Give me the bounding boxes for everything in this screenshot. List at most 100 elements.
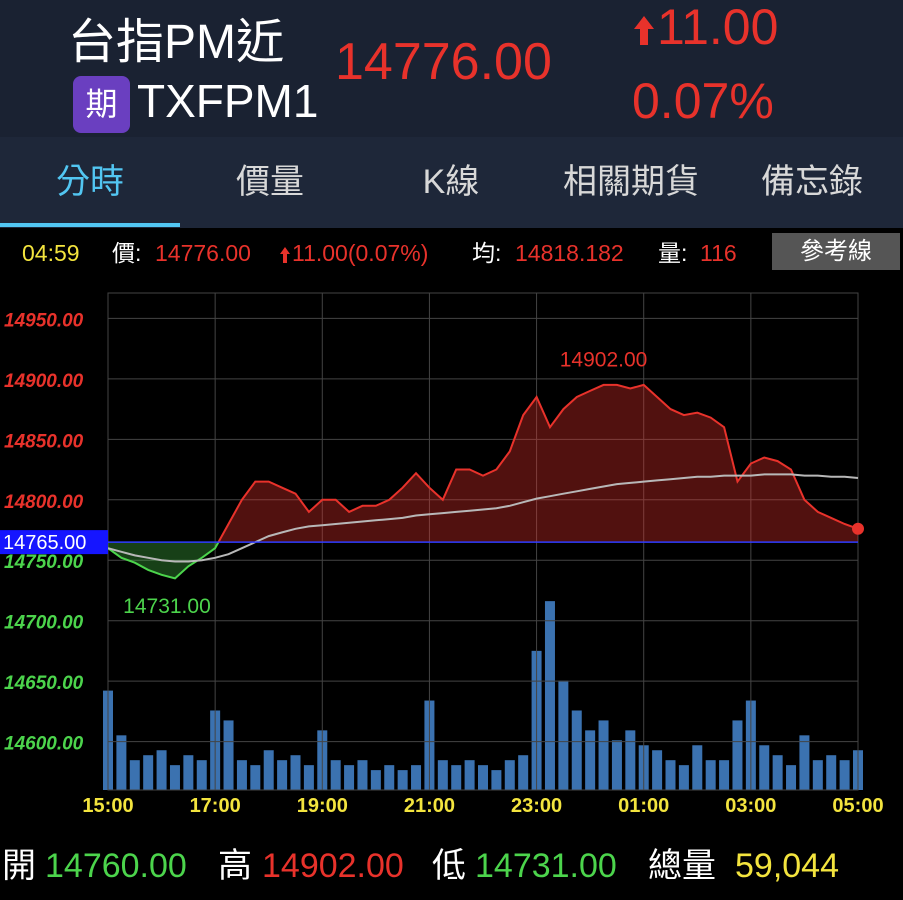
volume-bar [719,760,730,790]
value: 59,044 [735,847,839,885]
up-arrow [634,16,654,45]
volume-bar [678,765,689,790]
volume-bar [397,770,408,790]
label: 開 [2,847,36,885]
x-tick-label: 03:00 [725,795,776,817]
volume-bar [236,760,247,790]
volume-bar [839,760,850,790]
volume-bar [585,730,596,790]
badge: 期 [73,76,130,133]
tab[interactable]: 價量 [236,163,304,201]
volume-bar [759,745,770,790]
volume-bar [478,765,488,790]
volume-bar [826,755,837,790]
volume-bar [196,760,207,790]
y-tick-label: 14850.00 [4,431,84,452]
value: 116 [700,240,737,266]
chart: 14765.00 14600.00 14650.00 14700.00 14750.00… [0,292,884,817]
volume-bar [705,760,716,790]
change-pct: 0.07% [632,73,774,129]
average-line [107,473,859,563]
tab[interactable]: 分時 [56,163,124,201]
volume-bar [357,760,368,790]
tab[interactable]: K線 [422,163,480,201]
change: 11.00 [657,0,779,55]
y-tick-label: 14950.00 [4,310,84,331]
volume-bar [558,680,569,790]
volume-bar [277,760,288,790]
volume-bar [223,720,234,790]
volume-bar [799,735,810,790]
label: 均: [472,240,502,266]
volume-bar [116,735,127,790]
reference-label-bg [0,530,108,555]
volume-bar [143,755,154,790]
reference-label: 14765.00 [3,532,86,554]
value: 11.00(0.07%) [292,240,429,266]
volume-bar [544,601,555,790]
y-tick-label: 14650.00 [4,673,84,694]
volume-bar [571,710,582,790]
last-point [852,522,864,535]
x-tick-label: 21:00 [404,795,455,817]
tab[interactable]: 備忘錄 [761,163,863,201]
code: TXFPM1 [137,75,319,127]
x-tick-label: 23:00 [511,795,562,817]
label: 量: [658,240,688,266]
x-tick-label: 01:00 [618,795,669,817]
volume-bar [384,765,395,790]
y-tick-label: 14700.00 [4,613,84,634]
volume-bar [652,750,663,790]
price-line [217,383,859,543]
tab-bar: 分時 價量 K線 相關期貨 備忘錄 [0,137,903,228]
value: 14776.00 [155,240,251,266]
volume-bar [169,765,180,790]
volume-bar [156,750,167,790]
label: 總量 [648,847,716,885]
volume-bar [303,765,314,790]
volume-bar [464,760,475,790]
volume-bar [812,760,823,790]
volume-bar [344,765,355,790]
volume-bar [732,720,743,790]
volume-bar [598,720,609,790]
header: 台指PM近 期 TXFPM1 14776.00 11.00 0.07% [0,0,903,137]
low-label: 14731.00 [123,595,211,618]
volume-bar [611,740,622,790]
tab-indicator [0,223,180,227]
volume-bar [518,755,529,790]
value: 14760.00 [45,847,187,885]
volume-bar [437,760,448,790]
high-label: 14902.00 [560,348,648,371]
volume-bar [692,745,703,790]
volume-bar [786,765,797,790]
label: 低 [432,847,466,885]
up-arrow [280,247,290,263]
volume-bar [250,765,261,790]
name: 台指PM近 [68,16,285,69]
value: 14818.182 [515,240,624,266]
volume-bar [129,760,140,790]
reference-button[interactable]: 參考線 [772,233,900,270]
volume-bar [665,760,676,790]
value: 14731.00 [475,847,617,885]
volume-bar [504,760,515,790]
y-tick-label: 14750.00 [4,552,84,573]
volume-bar [263,750,274,790]
y-tick-label: 14800.00 [4,492,84,513]
x-tick-label: 19:00 [297,795,348,817]
x-tick-label: 17:00 [190,795,241,817]
volume-bar [625,730,636,790]
x-tick-label: 05:00 [832,795,883,817]
volume-bar [411,765,422,790]
volume-bar [183,755,194,790]
volume-bar [772,755,783,790]
volume-bar [451,765,462,790]
label: 價: [112,240,142,266]
tab[interactable]: 相關期貨 [563,163,699,201]
volume-bar [330,760,341,790]
time: 04:59 [22,240,80,266]
price: 14776.00 [335,33,552,91]
y-tick-label: 14600.00 [4,734,84,755]
